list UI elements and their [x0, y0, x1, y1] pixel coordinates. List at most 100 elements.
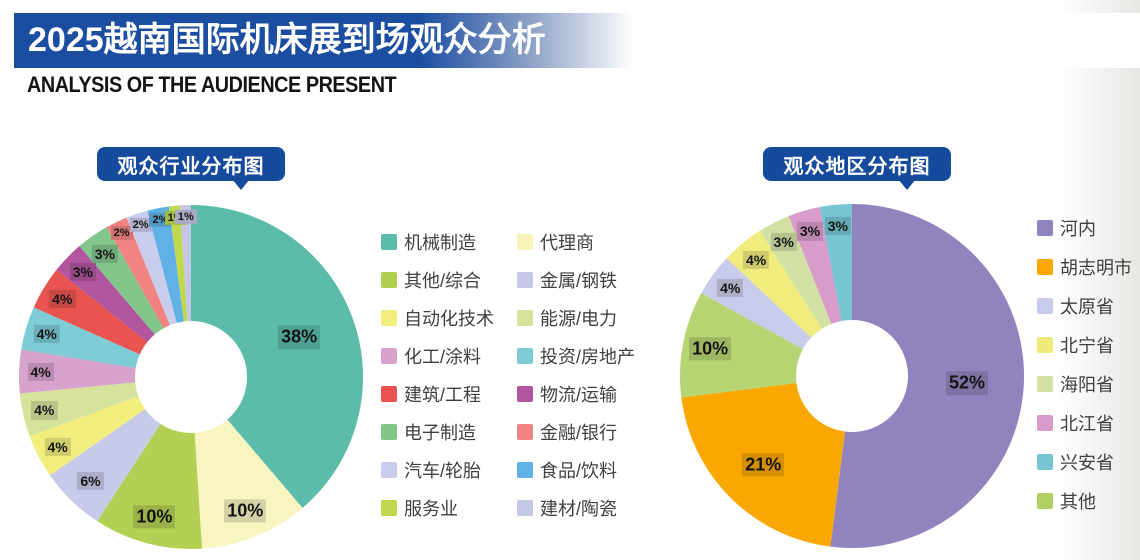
- pie-slice-金属/钢铁: [49, 409, 161, 522]
- legend-swatch-icon: [517, 386, 533, 402]
- legend-item-河内: 河内: [1037, 218, 1132, 239]
- slice-value-label-投资/房地产: 4%: [33, 325, 60, 344]
- legend-swatch-icon: [1037, 220, 1053, 236]
- legend-item-金融/银行: 金融/银行: [517, 422, 635, 443]
- region-donut-chart: 52% 21% 10% 4% 4% 3% 3% 3%: [677, 201, 1027, 551]
- legend-swatch-icon: [517, 462, 533, 478]
- page-subtitle: ANALYSIS OF THE AUDIENCE PRESENT: [27, 72, 397, 97]
- slice-value-label-建材/陶瓷: 1%: [174, 209, 197, 225]
- legend-swatch-icon: [381, 462, 397, 478]
- slice-value-label-北宁省: 4%: [742, 250, 770, 270]
- slice-value-label-能源/电力: 4%: [31, 401, 58, 420]
- slice-value-label-兴安省: 3%: [824, 217, 851, 236]
- donut-svg: [680, 204, 1025, 548]
- legend-label: 建筑/工程: [404, 385, 482, 405]
- pie-slice-汽车/轮胎: [126, 210, 177, 326]
- pie-slice-机械制造: [191, 205, 364, 508]
- legend-item-建材/陶瓷: 建材/陶瓷: [517, 498, 635, 519]
- legend-swatch-icon: [1037, 298, 1053, 314]
- pie-slice-建材/陶瓷: [179, 204, 191, 322]
- slice-value-label-胡志明市: 21%: [742, 453, 785, 477]
- legend-swatch-icon: [1037, 415, 1053, 431]
- legend-item-服务业: 服务业: [381, 498, 517, 519]
- slice-value-label-河内: 52%: [945, 371, 989, 395]
- legend-swatch-icon: [1037, 376, 1053, 392]
- industry-donut-chart: 38%10%10%6%4%4%4%4%4%3%3%2%2%2%1%1%: [16, 202, 366, 552]
- pie-slice-能源/电力: [19, 382, 139, 437]
- legend-label: 服务业: [404, 499, 458, 519]
- legend-item-化工/涂料: 化工/涂料: [381, 346, 517, 367]
- donut-svg: [18, 204, 364, 550]
- legend-label: 投资/房地产: [540, 347, 636, 367]
- legend-swatch-icon: [381, 386, 397, 402]
- legend-label: 汽车/轮胎: [404, 461, 482, 481]
- bubble-pointer-icon: [898, 179, 917, 190]
- legend-item-自动化技术: 自动化技术: [381, 308, 517, 329]
- legend-label: 食品/饮料: [540, 461, 618, 481]
- industry-chart-title-bubble: 观众行业分布图: [97, 147, 285, 190]
- slice-value-label-其他: 10%: [689, 337, 732, 361]
- slice-value-label-建筑/工程: 4%: [49, 289, 76, 309]
- slice-value-label-海阳省: 3%: [770, 232, 797, 251]
- legend-label: 兴安省: [1060, 453, 1114, 473]
- legend-item-金属/钢铁: 金属/钢铁: [517, 270, 635, 291]
- legend-label: 太原省: [1060, 297, 1114, 317]
- legend-item-太原省: 太原省: [1037, 296, 1132, 317]
- slice-value-label-金融/银行: 2%: [110, 225, 133, 241]
- legend-item-物流/运输: 物流/运输: [517, 384, 635, 405]
- pie-slice-金融/银行: [106, 217, 170, 329]
- legend-label: 北江省: [1060, 414, 1114, 434]
- legend-swatch-icon: [517, 424, 533, 440]
- pie-slice-其他/综合: [97, 423, 203, 550]
- region-chart-title: 观众地区分布图: [783, 155, 931, 178]
- legend-label: 胡志明市: [1060, 258, 1132, 278]
- slice-value-label-代理商: 10%: [224, 499, 267, 523]
- slice-value-label-金属/钢铁: 6%: [77, 471, 104, 490]
- right-edge-gradient: [1058, 0, 1140, 560]
- legend-swatch-icon: [1037, 259, 1053, 275]
- legend-item-北宁省: 北宁省: [1037, 335, 1132, 356]
- legend-swatch-icon: [517, 348, 533, 364]
- legend-swatch-icon: [381, 272, 397, 288]
- region-legend: 河内 胡志明市 太原省 北宁省 海阳省 北江省 兴安省 其他: [1037, 218, 1132, 530]
- legend-label: 代理商: [540, 233, 594, 253]
- slice-value-label-北江省: 3%: [796, 222, 824, 241]
- bubble-pointer-icon: [232, 179, 251, 190]
- slice-value-label-电子制造: 3%: [91, 244, 119, 263]
- slice-value-label-机械制造: 38%: [278, 325, 321, 349]
- title-banner: 2025越南国际机床展到场观众分析: [14, 13, 1140, 68]
- legend-swatch-icon: [381, 500, 397, 516]
- legend-swatch-icon: [1037, 337, 1053, 353]
- pie-slice-河内: [830, 204, 1025, 548]
- legend-swatch-icon: [381, 234, 397, 250]
- slice-value-label-物流/运输: 3%: [69, 263, 96, 282]
- legend-label: 物流/运输: [540, 385, 618, 405]
- legend-label: 海阳省: [1060, 375, 1114, 395]
- legend-swatch-icon: [517, 310, 533, 326]
- legend-label: 建材/陶瓷: [540, 499, 618, 519]
- legend-item-兴安省: 兴安省: [1037, 452, 1132, 473]
- legend-item-电子制造: 电子制造: [381, 422, 517, 443]
- slice-value-label-化工/涂料: 4%: [27, 363, 54, 382]
- legend-item-建筑/工程: 建筑/工程: [381, 384, 517, 405]
- legend-swatch-icon: [381, 310, 397, 326]
- pie-slice-化工/涂料: [18, 349, 136, 394]
- legend-item-汽车/轮胎: 汽车/轮胎: [381, 460, 517, 481]
- legend-item-胡志明市: 胡志明市: [1037, 257, 1132, 278]
- legend-label: 能源/电力: [540, 309, 618, 329]
- pie-slice-服务业: [169, 205, 188, 322]
- legend-swatch-icon: [517, 500, 533, 516]
- legend-item-机械制造: 机械制造: [381, 232, 517, 253]
- legend-item-能源/电力: 能源/电力: [517, 308, 635, 329]
- legend-label: 电子制造: [404, 423, 476, 443]
- legend-label: 自动化技术: [404, 309, 494, 329]
- legend-item-其他/综合: 其他/综合: [381, 270, 517, 291]
- legend-swatch-icon: [1037, 454, 1053, 470]
- legend-label: 金属/钢铁: [540, 271, 618, 291]
- legend-swatch-icon: [517, 272, 533, 288]
- pie-slice-代理商: [194, 419, 303, 549]
- slice-value-label-自动化技术: 4%: [44, 437, 71, 456]
- legend-label: 北宁省: [1060, 336, 1114, 356]
- legend-label: 机械制造: [404, 233, 476, 253]
